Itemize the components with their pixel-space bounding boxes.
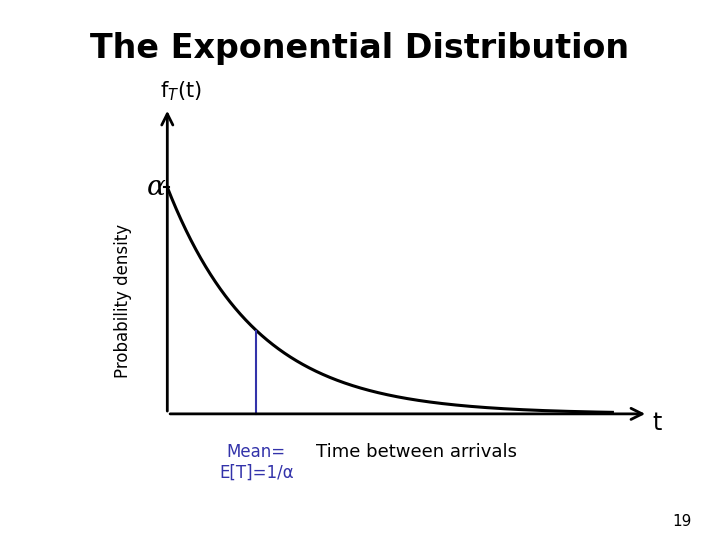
- Text: The Exponential Distribution: The Exponential Distribution: [91, 32, 629, 65]
- Text: α: α: [148, 174, 166, 201]
- Text: Probability density: Probability density: [114, 224, 132, 377]
- Text: Mean=
E[T]=1/α: Mean= E[T]=1/α: [219, 443, 294, 482]
- Text: t: t: [652, 411, 662, 435]
- Text: Time between arrivals: Time between arrivals: [316, 443, 517, 461]
- Text: 19: 19: [672, 514, 691, 529]
- Text: f$_T$(t): f$_T$(t): [160, 80, 202, 104]
